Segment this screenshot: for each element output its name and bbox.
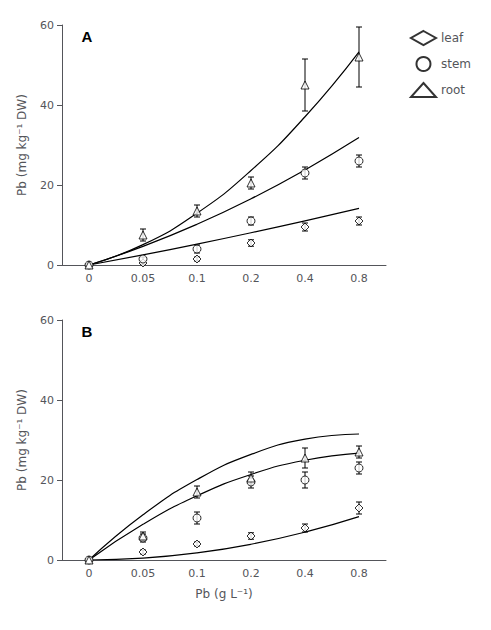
svg-text:Pb (g L⁻¹): Pb (g L⁻¹) <box>195 587 252 601</box>
svg-text:0: 0 <box>47 554 54 567</box>
svg-text:0.4: 0.4 <box>296 272 314 285</box>
svg-text:root: root <box>441 83 465 97</box>
svg-text:stem: stem <box>441 57 471 71</box>
svg-text:0.05: 0.05 <box>131 567 156 580</box>
svg-text:leaf: leaf <box>441 31 464 45</box>
svg-text:20: 20 <box>40 474 54 487</box>
svg-text:0: 0 <box>86 272 93 285</box>
svg-text:40: 40 <box>40 99 54 112</box>
svg-text:0.8: 0.8 <box>350 272 368 285</box>
svg-text:Pb (mg kg⁻¹ DW): Pb (mg kg⁻¹ DW) <box>15 389 29 491</box>
svg-text:0: 0 <box>47 259 54 272</box>
svg-text:0.4: 0.4 <box>296 567 314 580</box>
svg-text:0.1: 0.1 <box>188 272 206 285</box>
svg-text:0.2: 0.2 <box>242 272 260 285</box>
svg-text:60: 60 <box>40 314 54 327</box>
svg-text:0: 0 <box>86 567 93 580</box>
svg-text:0.05: 0.05 <box>131 272 156 285</box>
svg-text:B: B <box>81 323 92 340</box>
svg-text:0.2: 0.2 <box>242 567 260 580</box>
svg-text:60: 60 <box>40 19 54 32</box>
svg-text:0.8: 0.8 <box>350 567 368 580</box>
svg-text:0.1: 0.1 <box>188 567 206 580</box>
svg-text:Pb (mg kg⁻¹ DW): Pb (mg kg⁻¹ DW) <box>15 94 29 196</box>
svg-text:20: 20 <box>40 179 54 192</box>
svg-text:40: 40 <box>40 394 54 407</box>
svg-text:A: A <box>81 28 92 45</box>
